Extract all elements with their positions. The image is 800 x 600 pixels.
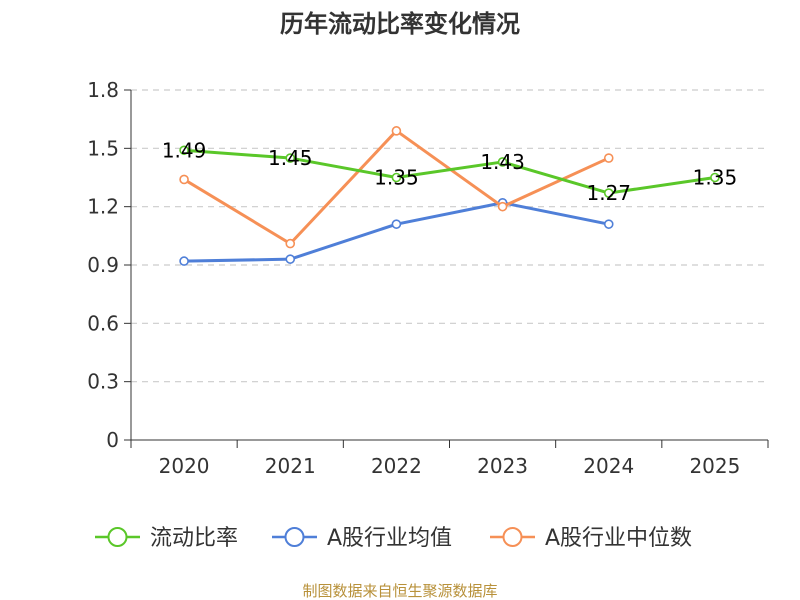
legend-marker bbox=[502, 527, 523, 547]
data-point[interactable] bbox=[391, 126, 402, 136]
y-tick-label: 1.5 bbox=[87, 136, 119, 160]
x-tick-label: 2020 bbox=[159, 454, 210, 478]
legend[interactable]: 流动比率 A股行业均值 A股行业中位数 bbox=[95, 526, 692, 551]
legend-marker bbox=[107, 527, 128, 547]
data-point[interactable] bbox=[179, 174, 189, 185]
legend-label: A股行业中位数 bbox=[545, 526, 692, 551]
grid-lines bbox=[131, 89, 768, 383]
data-label: 1.35 bbox=[693, 166, 738, 190]
series-2 bbox=[179, 126, 614, 249]
data-point[interactable] bbox=[603, 219, 614, 229]
data-point[interactable] bbox=[285, 238, 296, 249]
source-label: 制图数据来自恒生聚源数据库 bbox=[302, 582, 497, 600]
y-tick-label: 0.6 bbox=[87, 311, 119, 335]
series-line bbox=[183, 148, 716, 195]
data-label: 1.49 bbox=[162, 138, 207, 162]
data-label: 1.45 bbox=[268, 146, 313, 170]
data-labels: 1.49 1.45 1.35 1.43 1.27 1.35 bbox=[162, 138, 737, 205]
data-point[interactable] bbox=[285, 153, 296, 163]
series-0 bbox=[179, 145, 720, 198]
data-label: 1.35 bbox=[374, 166, 419, 190]
data-point[interactable] bbox=[391, 172, 402, 183]
data-point[interactable] bbox=[603, 153, 614, 163]
legend-item[interactable]: A股行业中位数 bbox=[490, 526, 692, 551]
data-point[interactable] bbox=[710, 172, 720, 183]
series-line bbox=[184, 201, 610, 263]
y-tick-label: 0.3 bbox=[87, 370, 119, 394]
data-point[interactable] bbox=[603, 188, 614, 198]
y-tick-label: 0 bbox=[106, 428, 119, 452]
x-tick-label: 2024 bbox=[583, 454, 634, 478]
data-label: 1.27 bbox=[586, 181, 631, 205]
legend-item[interactable]: 流动比率 bbox=[95, 526, 238, 551]
chart-title: 历年流动比率变化情况 bbox=[280, 10, 520, 38]
data-point[interactable] bbox=[497, 201, 508, 212]
data-label: 1.43 bbox=[480, 150, 525, 174]
legend-item[interactable]: A股行业均值 bbox=[272, 526, 452, 551]
data-point[interactable] bbox=[179, 145, 189, 156]
series-group bbox=[179, 126, 720, 266]
x-tick-label: 2025 bbox=[689, 454, 740, 478]
y-tick-label: 1.8 bbox=[87, 78, 119, 102]
x-tick-label: 2022 bbox=[371, 454, 422, 478]
x-tick-label: 2021 bbox=[265, 454, 316, 478]
y-tick-label: 0.9 bbox=[87, 253, 119, 277]
series-1 bbox=[179, 197, 614, 266]
data-point[interactable] bbox=[391, 219, 402, 229]
data-point[interactable] bbox=[179, 256, 189, 266]
legend-marker bbox=[284, 527, 305, 547]
data-point[interactable] bbox=[497, 157, 508, 167]
x-tick-label: 2023 bbox=[477, 454, 528, 478]
legend-label: A股行业均值 bbox=[327, 526, 452, 551]
data-point[interactable] bbox=[285, 254, 296, 264]
legend-label: 流动比率 bbox=[150, 526, 238, 551]
y-tick-label: 1.2 bbox=[87, 195, 119, 219]
axes: 0 0.3 0.6 0.9 1.2 1.5 1.8 2020 2021 2022 2023 2024 2… bbox=[87, 78, 769, 478]
